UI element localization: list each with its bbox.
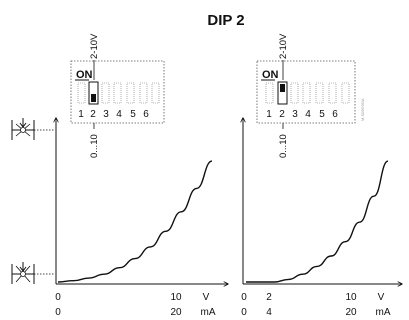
x-unit-v: V <box>378 292 385 303</box>
on-label: ON <box>76 69 93 81</box>
diagram-title: DIP 2 <box>207 12 244 29</box>
dip-number: 2 <box>279 109 285 120</box>
dip-frame <box>256 60 356 124</box>
panel-2: ON 2-10V 1 2 3 4 5 6 0...10 M.S09G9 <box>241 33 402 318</box>
dip-switches <box>77 81 160 105</box>
dip-switch-slot-7 <box>151 82 160 104</box>
range-label: 0...10 <box>89 134 100 158</box>
dip-number: 4 <box>305 109 311 120</box>
panel-1: ON 2-10V 1 2 3 4 5 6 0...10 <box>11 33 228 318</box>
dip-switch-2-lever <box>280 84 285 92</box>
voltage-label: 2-10V <box>89 33 100 59</box>
response-curve <box>245 160 389 283</box>
dip-switch-slot-3 <box>290 82 299 104</box>
dip-switch-slot-6 <box>139 82 148 104</box>
dip-switch-2: ON 2-10V 1 2 3 4 5 6 0...10 <box>256 33 356 158</box>
watermark-code: M.S09G9OA <box>360 98 365 121</box>
dip-switch-slot-1 <box>265 82 274 104</box>
dip-switch-slot-5 <box>126 82 135 104</box>
dip-number: 5 <box>130 109 136 120</box>
dip-frame <box>70 60 165 124</box>
response-curve <box>57 160 213 283</box>
dip-number: 6 <box>143 109 149 120</box>
tick-label-ma-4: 4 <box>266 307 272 318</box>
tick-label-v-10: 10 <box>345 292 357 303</box>
x-unit-ma: mA <box>376 307 391 318</box>
dip-switch-2-housing <box>88 81 99 105</box>
damper-closed-icon <box>11 262 54 284</box>
dip-number: 5 <box>319 109 325 120</box>
dip-switch-slot-1 <box>77 82 86 104</box>
tick-label-v-10: 10 <box>170 292 182 303</box>
tick-label-ma-0: 0 <box>55 307 61 318</box>
tick-label-ma-20: 20 <box>345 307 357 318</box>
dip-switch-2-housing <box>277 81 288 105</box>
dip-switch-slot-7 <box>341 82 350 104</box>
voltage-label: 2-10V <box>278 33 289 59</box>
tick-label-ma-0: 0 <box>241 307 247 318</box>
dip-switch-slot-5 <box>315 82 324 104</box>
damper-open-icon <box>11 118 54 140</box>
on-label: ON <box>262 69 279 81</box>
dip-number: 3 <box>103 109 109 120</box>
dip-switch-1: ON 2-10V 1 2 3 4 5 6 0...10 <box>70 33 165 158</box>
tick-label-v-2: 2 <box>266 292 272 303</box>
range-label: 0...10 <box>278 134 289 158</box>
dip-number: 3 <box>292 109 298 120</box>
x-unit-ma: mA <box>201 307 216 318</box>
tick-label-v-0: 0 <box>55 292 61 303</box>
tick-label-v-0: 0 <box>241 292 247 303</box>
dip-number: 1 <box>266 109 272 120</box>
x-unit-v: V <box>203 292 210 303</box>
dip-switch-2-lever <box>91 94 96 102</box>
dip-switch-slot-6 <box>328 82 337 104</box>
tick-label-ma-20: 20 <box>170 307 182 318</box>
dip-switch-slot-3 <box>101 82 110 104</box>
dip-switch-slot-4 <box>302 82 311 104</box>
dip-number: 6 <box>332 109 338 120</box>
dip-number: 1 <box>78 109 84 120</box>
dip-switch-slot-4 <box>113 82 122 104</box>
dip-number: 4 <box>116 109 122 120</box>
dip-number: 2 <box>90 109 96 120</box>
dip-switches <box>265 81 350 105</box>
